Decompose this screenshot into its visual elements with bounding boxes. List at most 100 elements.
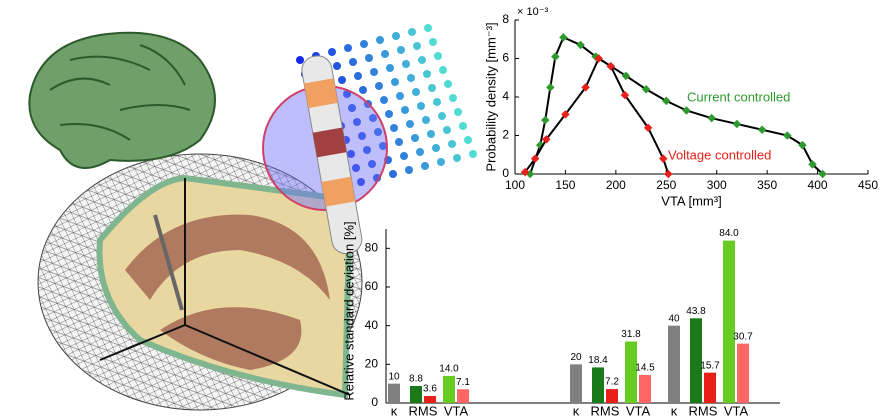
x-tick-label: κ (573, 403, 580, 418)
x-tick-label: VTA (444, 403, 469, 418)
dot (354, 72, 362, 80)
dot (328, 48, 336, 56)
dot (365, 54, 373, 62)
dot (437, 158, 445, 166)
x-tick-label: κ (391, 403, 398, 418)
dot (402, 60, 410, 68)
dot (360, 40, 368, 48)
dot (422, 116, 430, 124)
dot (391, 78, 399, 86)
dot (434, 52, 442, 60)
marker (546, 83, 554, 91)
dot (444, 80, 452, 88)
marker (659, 154, 667, 162)
marker (551, 52, 559, 60)
bar (443, 376, 455, 403)
value-label: 15.7 (700, 360, 720, 371)
contact (321, 177, 355, 207)
bar (570, 364, 582, 403)
x-tick-label: VTA (626, 403, 651, 418)
dot (453, 154, 461, 162)
illustration (29, 24, 477, 410)
x-tick-label: 200 (606, 178, 626, 192)
bar (410, 386, 422, 403)
contact (313, 128, 347, 158)
dot (359, 86, 367, 94)
bar (424, 396, 436, 403)
x-tick-label: 250 (656, 178, 676, 192)
y-tick-label: 8 (502, 12, 509, 26)
dot (395, 138, 403, 146)
series-label: Current controlled (687, 89, 790, 104)
contact (304, 78, 338, 108)
dot (412, 88, 420, 96)
value-label: 20 (570, 352, 582, 363)
x-tick-label: 400 (808, 178, 828, 192)
value-label: 18.4 (588, 355, 608, 366)
dot (428, 84, 436, 92)
value-label: 43.8 (686, 306, 706, 317)
dot (423, 70, 431, 78)
bar (592, 367, 604, 403)
dot (338, 76, 346, 84)
dot (418, 56, 426, 64)
density-chart: 02468100150200250300350400450× 10⁻³VTA [… (483, 6, 878, 209)
y-scale-label: × 10⁻³ (517, 6, 549, 18)
bar (668, 326, 680, 403)
dot (396, 92, 404, 100)
marker (733, 120, 741, 128)
value-label: 84.0 (719, 228, 739, 239)
dot (438, 112, 446, 120)
marker (541, 116, 549, 124)
dot (392, 32, 400, 40)
x-tick-label: κ (671, 403, 678, 418)
x-axis-label: VTA [mm³] (661, 193, 721, 208)
dot (407, 74, 415, 82)
bar (723, 241, 735, 403)
dot (411, 134, 419, 142)
dot (413, 42, 421, 50)
dot (344, 44, 352, 52)
y-axis-label: Probability density [mm⁻³] (483, 22, 498, 171)
dot (427, 130, 435, 138)
dot (429, 38, 437, 46)
dot (448, 140, 456, 148)
marker (664, 170, 672, 178)
y-tick-label: 0 (371, 395, 378, 409)
dot (439, 66, 447, 74)
series-label: Voltage controlled (668, 147, 771, 162)
y-tick-label: 80 (365, 241, 379, 255)
bar (606, 389, 618, 403)
dot (424, 24, 432, 32)
dot (401, 106, 409, 114)
value-label: 14.0 (439, 364, 459, 375)
x-tick-label: VTA (724, 403, 749, 418)
value-label: 10 (388, 371, 400, 382)
x-tick-label: 350 (757, 178, 777, 192)
y-tick-label: 20 (365, 357, 379, 371)
dot (443, 126, 451, 134)
dot (469, 150, 477, 158)
x-tick-label: 450 (858, 178, 878, 192)
dot (397, 46, 405, 54)
value-label: 8.8 (409, 374, 423, 385)
x-tick-label: RMS (689, 403, 718, 418)
bar (388, 384, 400, 403)
marker (662, 97, 670, 105)
dot (405, 166, 413, 174)
y-tick-label: 40 (365, 318, 379, 332)
dot (370, 68, 378, 76)
dot (464, 136, 472, 144)
x-tick-label: RMS (591, 403, 620, 418)
value-label: 14.5 (635, 363, 655, 374)
dot (386, 64, 394, 72)
bar (457, 389, 469, 403)
dot (408, 28, 416, 36)
marker (758, 125, 766, 133)
y-tick-label: 4 (502, 89, 509, 103)
dot (380, 96, 388, 104)
y-tick-label: 6 (502, 51, 509, 65)
x-tick-label: 100 (505, 178, 525, 192)
brain (29, 33, 215, 168)
dot (390, 124, 398, 132)
